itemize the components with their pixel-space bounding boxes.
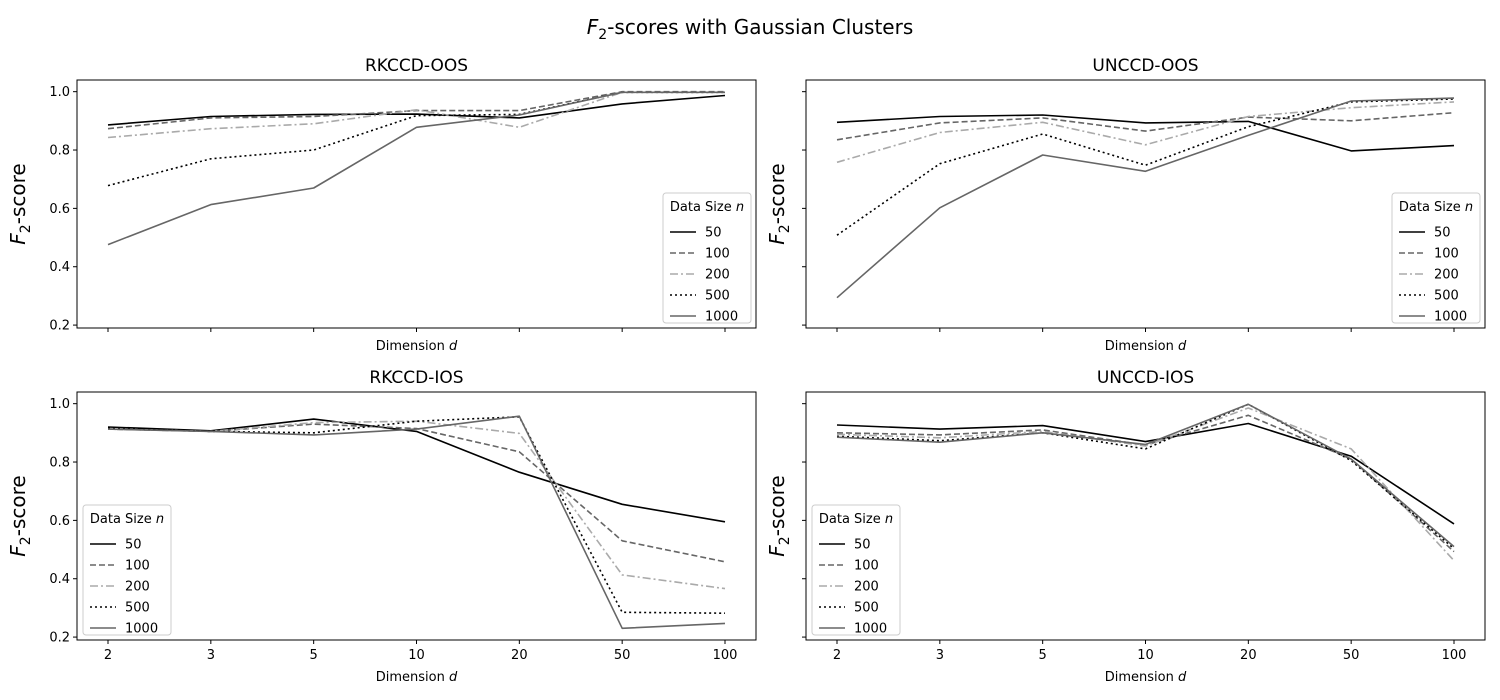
series-line-50 bbox=[836, 114, 1455, 152]
y-tick-label: 0.2 bbox=[49, 631, 70, 646]
legend-title: Data Size n bbox=[670, 200, 744, 215]
legend-label-500: 500 bbox=[1434, 289, 1459, 304]
x-tick-label: 10 bbox=[408, 648, 425, 663]
y-tick-label: 0.6 bbox=[49, 202, 70, 217]
x-tick-label: 2 bbox=[104, 648, 112, 663]
legend-label-500: 500 bbox=[705, 289, 730, 304]
y-tick-label: 0.4 bbox=[49, 572, 70, 587]
series-line-50 bbox=[836, 422, 1455, 525]
y-tick-label: 0.4 bbox=[49, 260, 70, 275]
legend-label-50: 50 bbox=[125, 538, 142, 553]
series-line-500 bbox=[836, 403, 1455, 550]
subplot-title: RKCCD-IOS bbox=[369, 368, 463, 388]
legend-title: Data Size n bbox=[90, 512, 164, 527]
figure-title: F2-scores with Gaussian Clusters bbox=[587, 15, 913, 43]
subplot-rkccd-ios: RKCCD-IOS 0.2 0.4 0.6 0.8 1.0 2 3 5 10 20 50 100 Dime… bbox=[6, 368, 757, 685]
legend-label-1000: 1000 bbox=[854, 622, 887, 637]
x-tick-label: 100 bbox=[713, 648, 738, 663]
legend-box bbox=[1391, 192, 1481, 324]
legend-label-200: 200 bbox=[125, 580, 150, 595]
x-tick-label: 50 bbox=[1343, 648, 1360, 663]
series-line-500 bbox=[107, 91, 725, 187]
legend: Data Size n 50 100 200 500 1000 bbox=[811, 504, 901, 637]
legend-label-500: 500 bbox=[854, 601, 879, 616]
series-line-50 bbox=[107, 418, 726, 523]
subplot-rkccd-oos: RKCCD-OOS 0.2 0.4 0.6 0.8 1.0 Dimension d F2-sc… bbox=[6, 56, 757, 354]
plot-frame bbox=[805, 391, 1486, 641]
x-axis-label: Dimension d bbox=[376, 670, 458, 685]
legend-label-50: 50 bbox=[705, 226, 722, 241]
x-tick-label: 10 bbox=[1137, 648, 1154, 663]
series-line-200 bbox=[836, 101, 1455, 164]
legend-label-50: 50 bbox=[854, 538, 871, 553]
series-line-100 bbox=[836, 111, 1455, 141]
legend: Data Size n 50 100 200 500 1000 bbox=[1391, 192, 1481, 325]
legend-label-1000: 1000 bbox=[125, 622, 158, 637]
legend-label-1000: 1000 bbox=[705, 310, 738, 325]
legend: Data Size n 50 100 200 500 1000 bbox=[662, 192, 752, 325]
legend-label-500: 500 bbox=[125, 601, 150, 616]
x-axis-label: Dimension d bbox=[376, 339, 458, 354]
x-tick-label: 3 bbox=[936, 648, 944, 663]
legend-label-50: 50 bbox=[1434, 226, 1451, 241]
legend-label-100: 100 bbox=[1434, 247, 1459, 262]
subplot-unccd-oos: UNCCD-OOS Dimension d F2-score Data Size n 5… bbox=[765, 56, 1486, 354]
legend-label-200: 200 bbox=[1434, 268, 1459, 283]
series-line-50 bbox=[107, 94, 726, 126]
y-tick-label: 0.8 bbox=[49, 144, 70, 159]
x-tick-label: 100 bbox=[1442, 648, 1467, 663]
series-line-200 bbox=[107, 420, 726, 590]
series-line-100 bbox=[107, 423, 726, 563]
series-line-1000 bbox=[107, 415, 726, 630]
x-tick-label: 3 bbox=[207, 648, 215, 663]
x-tick-label: 5 bbox=[1039, 648, 1047, 663]
legend: Data Size n 50 100 200 500 1000 bbox=[82, 504, 172, 637]
subplot-title: RKCCD-OOS bbox=[365, 56, 468, 76]
plot-frame bbox=[805, 79, 1486, 329]
y-tick-label: 1.0 bbox=[49, 85, 70, 100]
x-tick-label: 20 bbox=[511, 648, 528, 663]
x-tick-label: 5 bbox=[310, 648, 318, 663]
legend-title: Data Size n bbox=[1399, 200, 1473, 215]
y-axis-label: F2-score bbox=[765, 475, 793, 556]
legend-box bbox=[82, 504, 172, 636]
series-line-1000 bbox=[107, 91, 725, 246]
legend-label-100: 100 bbox=[125, 559, 150, 574]
y-tick-label: 0.2 bbox=[49, 319, 70, 334]
subplot-title: UNCCD-IOS bbox=[1097, 368, 1194, 388]
legend-title: Data Size n bbox=[819, 512, 893, 527]
y-axis-label: F2-score bbox=[6, 163, 34, 244]
legend-label-1000: 1000 bbox=[1434, 310, 1467, 325]
series-line-1000 bbox=[836, 97, 1455, 299]
legend-label-100: 100 bbox=[705, 247, 730, 262]
legend-box bbox=[662, 192, 752, 324]
x-tick-label: 2 bbox=[833, 648, 841, 663]
series-line-500 bbox=[107, 415, 726, 614]
x-axis-label: Dimension d bbox=[1105, 339, 1187, 354]
legend-label-100: 100 bbox=[854, 559, 879, 574]
legend-box bbox=[811, 504, 901, 636]
y-tick-label: 0.8 bbox=[49, 456, 70, 471]
series-line-1000 bbox=[836, 403, 1455, 548]
subplot-unccd-ios: UNCCD-IOS 2 3 5 10 20 50 100 Dimension d F2-score… bbox=[765, 368, 1486, 685]
plot-frame bbox=[76, 391, 757, 641]
series-line-200 bbox=[107, 91, 725, 139]
subplot-title: UNCCD-OOS bbox=[1092, 56, 1198, 76]
series-line-500 bbox=[836, 98, 1455, 236]
y-tick-label: 1.0 bbox=[49, 397, 70, 412]
x-tick-label: 50 bbox=[614, 648, 631, 663]
legend-label-200: 200 bbox=[854, 580, 879, 595]
x-tick-label: 20 bbox=[1240, 648, 1257, 663]
x-axis-label: Dimension d bbox=[1105, 670, 1187, 685]
y-axis-label: F2-score bbox=[6, 475, 34, 556]
y-axis-label: F2-score bbox=[765, 163, 793, 244]
legend-label-200: 200 bbox=[705, 268, 730, 283]
plot-frame bbox=[76, 79, 757, 329]
series-line-200 bbox=[836, 407, 1455, 562]
y-tick-label: 0.6 bbox=[49, 514, 70, 529]
series-line-100 bbox=[836, 414, 1455, 553]
